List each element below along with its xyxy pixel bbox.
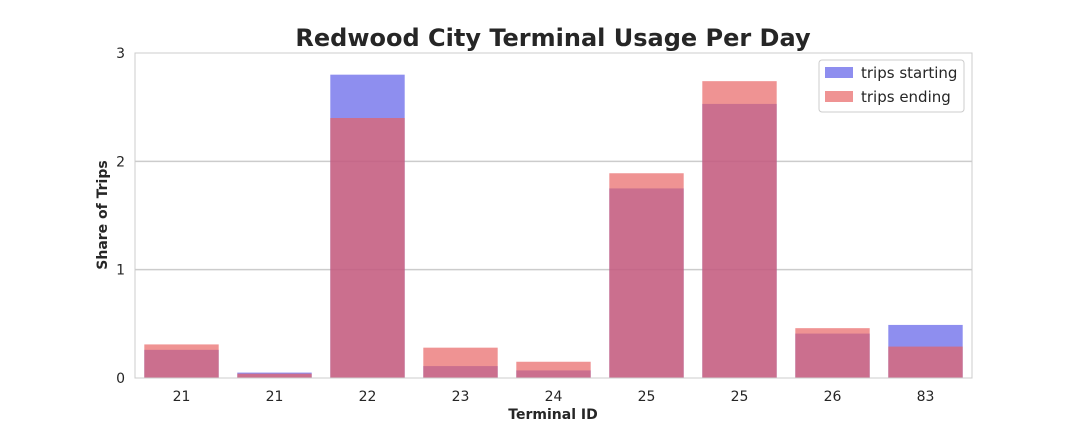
legend-swatch <box>825 67 853 78</box>
bar-ending <box>795 328 870 378</box>
x-tick-label: 83 <box>917 389 935 405</box>
bar-ending <box>888 346 963 378</box>
x-tick-label: 25 <box>731 389 749 405</box>
bar-ending <box>609 173 684 378</box>
bar-ending <box>237 373 312 378</box>
grid-lines <box>135 160 972 271</box>
bar-ending <box>516 361 591 378</box>
chart-title: Redwood City Terminal Usage Per Day <box>295 24 811 52</box>
x-tick-label: 21 <box>173 389 191 405</box>
bar-ending <box>144 344 219 378</box>
x-tick-label: 21 <box>266 389 284 405</box>
x-tick-label: 23 <box>452 389 470 405</box>
y-tick-label: 1 <box>116 263 125 279</box>
x-tick-label: 25 <box>638 389 656 405</box>
x-tick-label: 24 <box>545 389 563 405</box>
y-tick-label: 3 <box>116 46 125 62</box>
y-tick-labels: 0 1 2 3 <box>116 46 125 387</box>
plot-frame <box>134 52 973 379</box>
x-tick-labels: 21 21 22 23 24 25 25 26 83 <box>173 389 935 405</box>
bar-ending <box>330 118 405 378</box>
y-axis-label: Share of Trips <box>95 160 111 269</box>
legend-swatch <box>825 91 853 102</box>
y-tick-label: 2 <box>116 154 125 170</box>
legend: trips starting trips ending <box>818 59 965 113</box>
x-tick-label: 26 <box>824 389 842 405</box>
x-tick-label: 22 <box>359 389 377 405</box>
bars <box>144 74 963 379</box>
legend-box <box>818 59 965 113</box>
bar-ending <box>702 81 777 379</box>
legend-label: trips ending <box>861 88 951 106</box>
x-axis-label: Terminal ID <box>508 407 597 423</box>
legend-label: trips starting <box>861 64 957 82</box>
bar-ending <box>423 347 498 378</box>
y-tick-label: 0 <box>116 371 125 387</box>
